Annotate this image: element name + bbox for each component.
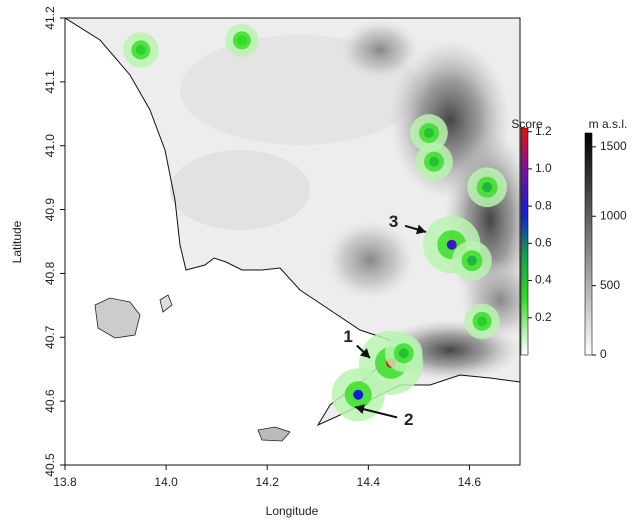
annotation-label: 1	[343, 327, 352, 346]
y-tick-label: 40.6	[43, 389, 57, 413]
hotspot-core	[353, 390, 363, 400]
elevation-legend-title: m a.s.l.	[589, 117, 628, 131]
hotspot-core	[477, 316, 487, 326]
score-tick-label: 0.2	[535, 310, 552, 324]
y-tick-label: 41.1	[43, 70, 57, 94]
elevation-tick-label: 1000	[600, 208, 627, 222]
score-tick-label: 0.4	[535, 273, 552, 287]
score-tick-label: 1.0	[535, 161, 552, 175]
hotspot-core	[237, 35, 247, 45]
elevation-tick-label: 0	[600, 347, 607, 361]
x-tick-label: 14.0	[154, 475, 178, 489]
elevation-colorbar	[585, 133, 592, 355]
score-colorbar	[521, 128, 528, 355]
hotspot-core	[399, 348, 409, 358]
x-tick-label: 14.4	[357, 475, 381, 489]
y-tick-label: 41.0	[43, 134, 57, 158]
hotspot-core	[482, 182, 492, 192]
elevation-tick-label: 500	[600, 278, 620, 292]
y-tick-label: 41.2	[43, 6, 57, 30]
score-tick-label: 0.6	[535, 236, 552, 250]
hotspot-core	[429, 157, 439, 167]
x-axis-title: Longitude	[266, 504, 319, 518]
map-figure: Longitude Latitude Score m a.s.l. 13.814…	[0, 0, 634, 522]
y-tick-label: 40.5	[43, 453, 57, 477]
hotspot-core	[447, 240, 457, 250]
y-tick-label: 40.8	[43, 261, 57, 285]
y-tick-label: 40.7	[43, 325, 57, 349]
hotspot-core	[424, 128, 434, 138]
elevation-tick-label: 1500	[600, 139, 627, 153]
x-tick-label: 14.6	[458, 475, 482, 489]
y-axis-title: Latitude	[10, 220, 24, 263]
x-tick-label: 14.2	[256, 475, 280, 489]
score-tick-label: 1.2	[535, 124, 552, 138]
score-tick-label: 0.8	[535, 198, 552, 212]
annotation-label: 3	[389, 212, 398, 231]
hotspot-core	[136, 45, 146, 55]
annotation-label: 2	[404, 410, 413, 429]
hotspot-core	[467, 256, 477, 266]
y-tick-label: 40.9	[43, 198, 57, 222]
